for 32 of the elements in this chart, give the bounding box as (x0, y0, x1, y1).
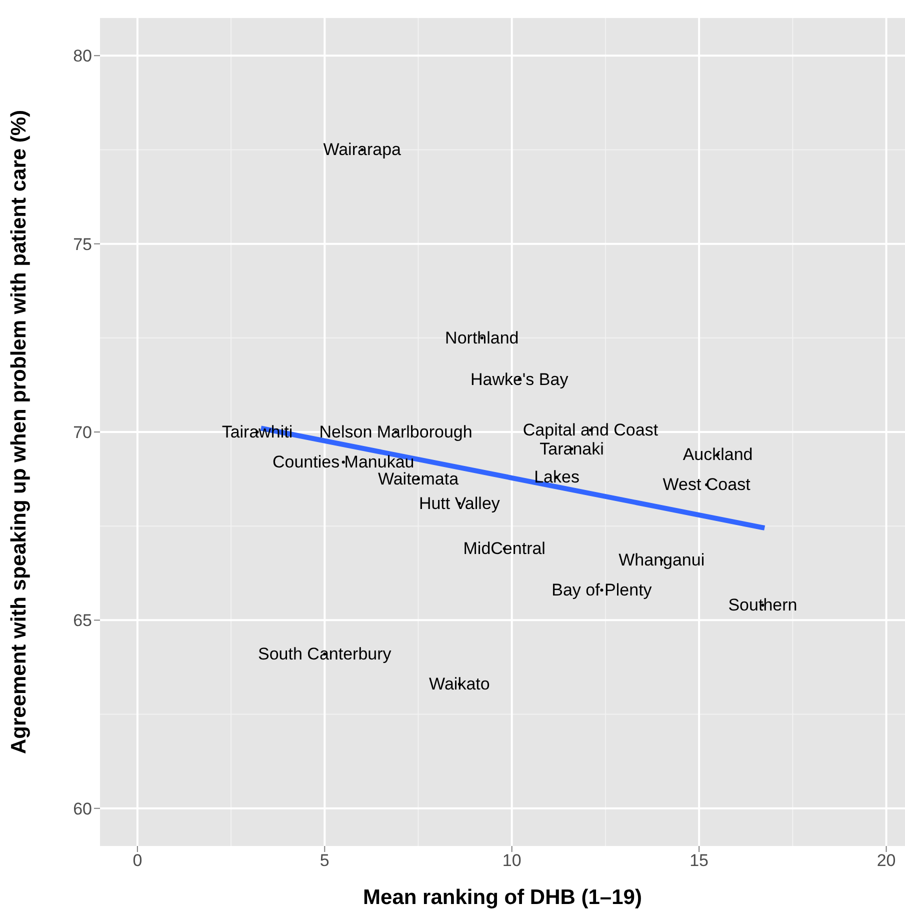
y-tick-label: 65 (73, 611, 92, 630)
annotation: Whanganui (618, 550, 705, 570)
annotation: Northland (445, 328, 519, 348)
annotation: Counties Manukau (272, 452, 414, 472)
point (342, 460, 345, 464)
y-axis-title: Agreement with speaking up when problem with patient care (%) (7, 110, 30, 754)
y-tick-label: 60 (73, 799, 92, 818)
annotation: Hutt Valley (418, 494, 500, 514)
annotation: Wairarapa (323, 140, 402, 160)
point (600, 588, 604, 592)
annotation: Capital and Coast (522, 420, 658, 440)
x-axis-title: Mean ranking of DHB (1–19) (363, 886, 642, 909)
x-tick-label: 10 (502, 851, 522, 870)
y-tick-label: 80 (73, 46, 92, 66)
annotation: Waitemata (378, 470, 460, 489)
annotation: Bay of Plenty (552, 580, 652, 600)
annotation: South Canterbury (258, 644, 392, 664)
annotation: Hawke's Bay (470, 370, 569, 389)
annotation: MidCentral (463, 539, 546, 558)
x-tick-label: 5 (320, 851, 330, 870)
annotation: West Coast (662, 475, 751, 494)
x-tick-label: 15 (690, 851, 709, 870)
annotation: Auckland (682, 445, 753, 464)
annotation: Nelson Marlborough (319, 422, 472, 442)
annotation: Taranaki (540, 439, 604, 458)
annotation: Lakes (534, 468, 580, 487)
y-tick-label: 75 (73, 234, 92, 254)
annotation: Waikato (429, 674, 490, 694)
y-tick-label: 70 (73, 423, 92, 442)
annotation: Southern (728, 596, 798, 615)
x-tick-label: 20 (876, 851, 896, 870)
x-tick-label: 0 (132, 851, 142, 870)
